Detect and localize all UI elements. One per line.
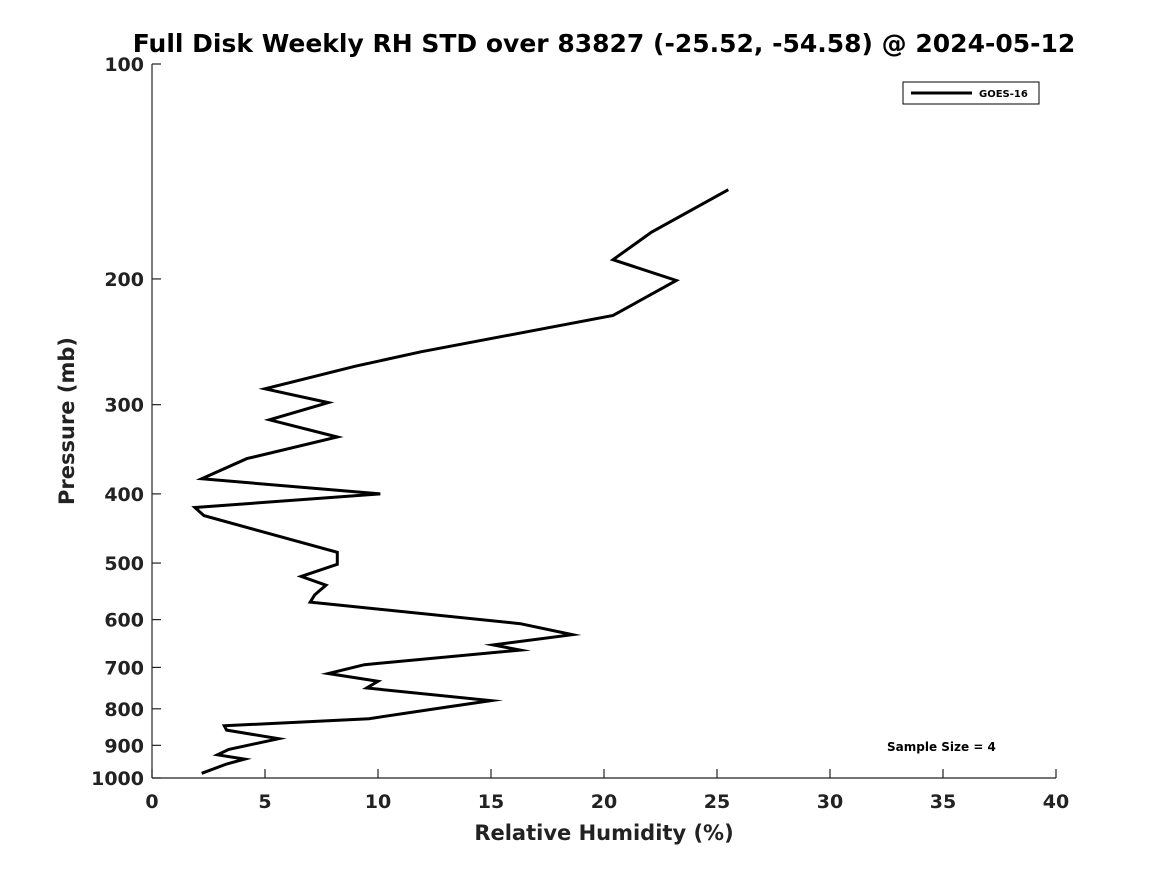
y-tick-label: 700 [104, 657, 144, 679]
x-tick-label: 10 [365, 791, 391, 813]
chart-title: Full Disk Weekly RH STD over 83827 (-25.… [133, 29, 1076, 58]
axes [151, 64, 1056, 779]
legend-label-goes-16: GOES-16 [979, 89, 1028, 100]
y-tick-label: 500 [104, 553, 144, 575]
y-tick-label: 100 [104, 54, 144, 76]
y-tick-label: 600 [104, 610, 144, 632]
x-axis-label: Relative Humidity (%) [474, 821, 733, 845]
x-tick-label: 15 [478, 791, 504, 813]
y-tick-label: 300 [104, 395, 144, 417]
y-tick-label: 800 [104, 699, 144, 721]
series-layer [191, 188, 730, 775]
sample-size-annotation: Sample Size = 4 [887, 740, 996, 754]
x-tick-label: 20 [591, 791, 617, 813]
y-axis-ticks: 100 200 300 400 500 600 700 800 900 1000 [91, 54, 161, 790]
x-tick-label: 5 [258, 791, 271, 813]
y-axis-label: Pressure (mb) [55, 337, 79, 505]
x-tick-label: 25 [704, 791, 730, 813]
y-tick-label: 900 [104, 735, 144, 757]
x-tick-label: 30 [817, 791, 843, 813]
x-tick-label: 40 [1043, 791, 1069, 813]
x-tick-label: 35 [930, 791, 956, 813]
x-tick-label: 0 [145, 791, 158, 813]
x-axis-ticks: 0 5 10 15 20 25 30 35 40 [145, 769, 1069, 813]
legend: GOES-16 [902, 81, 1040, 105]
series-line-goes-16 [191, 188, 730, 775]
y-tick-label: 400 [104, 484, 144, 506]
y-tick-label: 1000 [91, 768, 144, 790]
y-tick-label: 200 [104, 269, 144, 291]
